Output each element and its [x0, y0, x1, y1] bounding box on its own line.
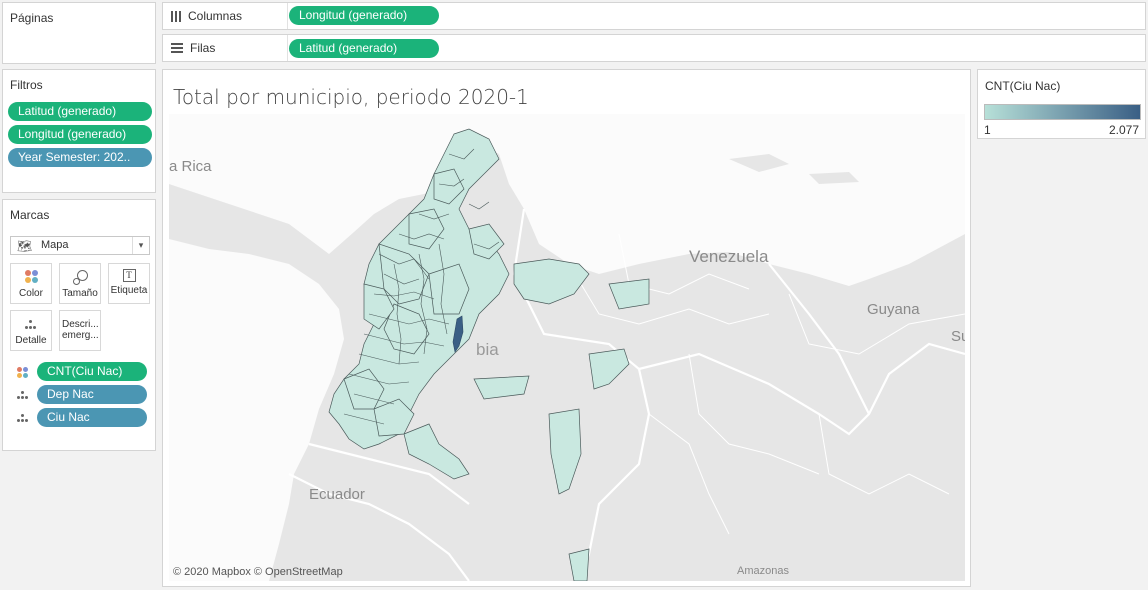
island — [729, 154, 789, 172]
map-svg: a Rica Venezuela Guyana Su bia Ecuador A… — [169, 114, 965, 581]
region-south-3 — [568, 548, 590, 581]
marks-field-row: CNT(Ciu Nac) — [17, 362, 147, 381]
pages-title: Páginas — [10, 11, 54, 25]
map-labels: a Rica Venezuela Guyana Su bia Ecuador A… — [169, 158, 965, 577]
region-south-1 — [548, 408, 582, 495]
map-mark-icon: 🗺 — [17, 239, 33, 253]
color-encoding-icon — [17, 366, 31, 378]
rows-shelf[interactable]: Filas Latitud (generado) — [162, 34, 1146, 62]
legend-panel: CNT(Ciu Nac) 1 2.077 — [977, 69, 1146, 139]
map-canvas[interactable]: a Rica Venezuela Guyana Su bia Ecuador A… — [169, 114, 965, 581]
island — [809, 172, 859, 184]
mark-type-dropdown[interactable]: 🗺 Mapa ▾ — [10, 236, 150, 255]
columns-shelf[interactable]: Columnas Longitud (generado) — [162, 2, 1146, 30]
marks-title: Marcas — [10, 208, 50, 222]
view-panel: Total por municipio, periodo 2020-1 — [162, 69, 971, 587]
marks-pill-dep-nac[interactable]: Dep Nac — [37, 385, 147, 404]
shelf-divider — [287, 35, 288, 61]
filter-pill-year-semester[interactable]: Year Semester: 202.. — [8, 148, 152, 167]
country-borders — [288, 208, 965, 581]
region-south-2 — [473, 375, 530, 400]
caribbean-sea — [169, 114, 965, 286]
detail-icon — [23, 316, 39, 332]
legend-color-ramp — [984, 104, 1141, 120]
size-button[interactable]: Tamaño — [59, 263, 101, 304]
color-button[interactable]: Color — [10, 263, 52, 304]
color-icon — [23, 269, 39, 285]
filters-title: Filtros — [10, 78, 43, 92]
marks-field-row: Dep Nac — [17, 385, 147, 404]
map-label-suriname: Su — [951, 328, 965, 345]
legend-max: 2.077 — [1108, 123, 1139, 137]
view-title: Total por municipio, periodo 2020-1 — [173, 85, 529, 109]
text-label-icon: T — [122, 269, 136, 282]
label-button[interactable]: T Etiqueta — [108, 263, 150, 304]
region-highest-value — [452, 315, 464, 353]
region-east-3 — [588, 348, 630, 390]
region-east-1 — [513, 258, 590, 305]
columns-pill-longitude[interactable]: Longitud (generado) — [289, 6, 439, 25]
municipality-boundaries — [343, 148, 500, 425]
map-label-ecuador: Ecuador — [309, 486, 365, 503]
rows-icon — [171, 43, 183, 53]
legend-title: CNT(Ciu Nac) — [985, 79, 1061, 93]
shelf-divider — [287, 3, 288, 29]
map-label-costa-rica: a Rica — [169, 158, 212, 175]
marks-field-row: Ciu Nac — [17, 408, 147, 427]
filters-panel: Filtros Latitud (generado) Longitud (gen… — [2, 69, 156, 193]
detail-button[interactable]: Detalle — [10, 310, 52, 351]
filter-pill-longitude[interactable]: Longitud (generado) — [8, 125, 152, 144]
municipality-regions — [328, 128, 650, 581]
marks-panel: Marcas 🗺 Mapa ▾ Color Tamaño T Etiqueta — [2, 199, 156, 451]
columns-shelf-label: Columnas — [171, 3, 242, 29]
pacific-ocean — [169, 239, 344, 581]
map-label-guyana: Guyana — [867, 301, 920, 318]
legend-min: 1 — [984, 123, 991, 137]
rows-pill-latitude[interactable]: Latitud (generado) — [289, 39, 439, 58]
map-label-colombia: bia — [476, 340, 499, 359]
detail-encoding-icon — [17, 413, 31, 423]
region-east-2 — [608, 278, 650, 310]
rows-shelf-label: Filas — [171, 35, 215, 61]
chevron-down-icon: ▾ — [132, 237, 149, 254]
map-attribution[interactable]: © 2020 Mapbox © OpenStreetMap — [173, 566, 343, 578]
map-label-amazonas: Amazonas — [737, 565, 789, 577]
detail-encoding-icon — [17, 390, 31, 400]
state-borders — [568, 233, 965, 535]
marks-pill-ciu-nac[interactable]: Ciu Nac — [37, 408, 147, 427]
columns-icon — [171, 10, 181, 22]
pages-panel[interactable]: Páginas — [2, 2, 156, 64]
map-label-venezuela: Venezuela — [689, 247, 769, 266]
size-icon — [72, 269, 88, 285]
marks-pill-cnt-ciu-nac[interactable]: CNT(Ciu Nac) — [37, 362, 147, 381]
tooltip-button[interactable]: Descri... emerg... — [59, 310, 101, 351]
filter-pill-latitude[interactable]: Latitud (generado) — [8, 102, 152, 121]
